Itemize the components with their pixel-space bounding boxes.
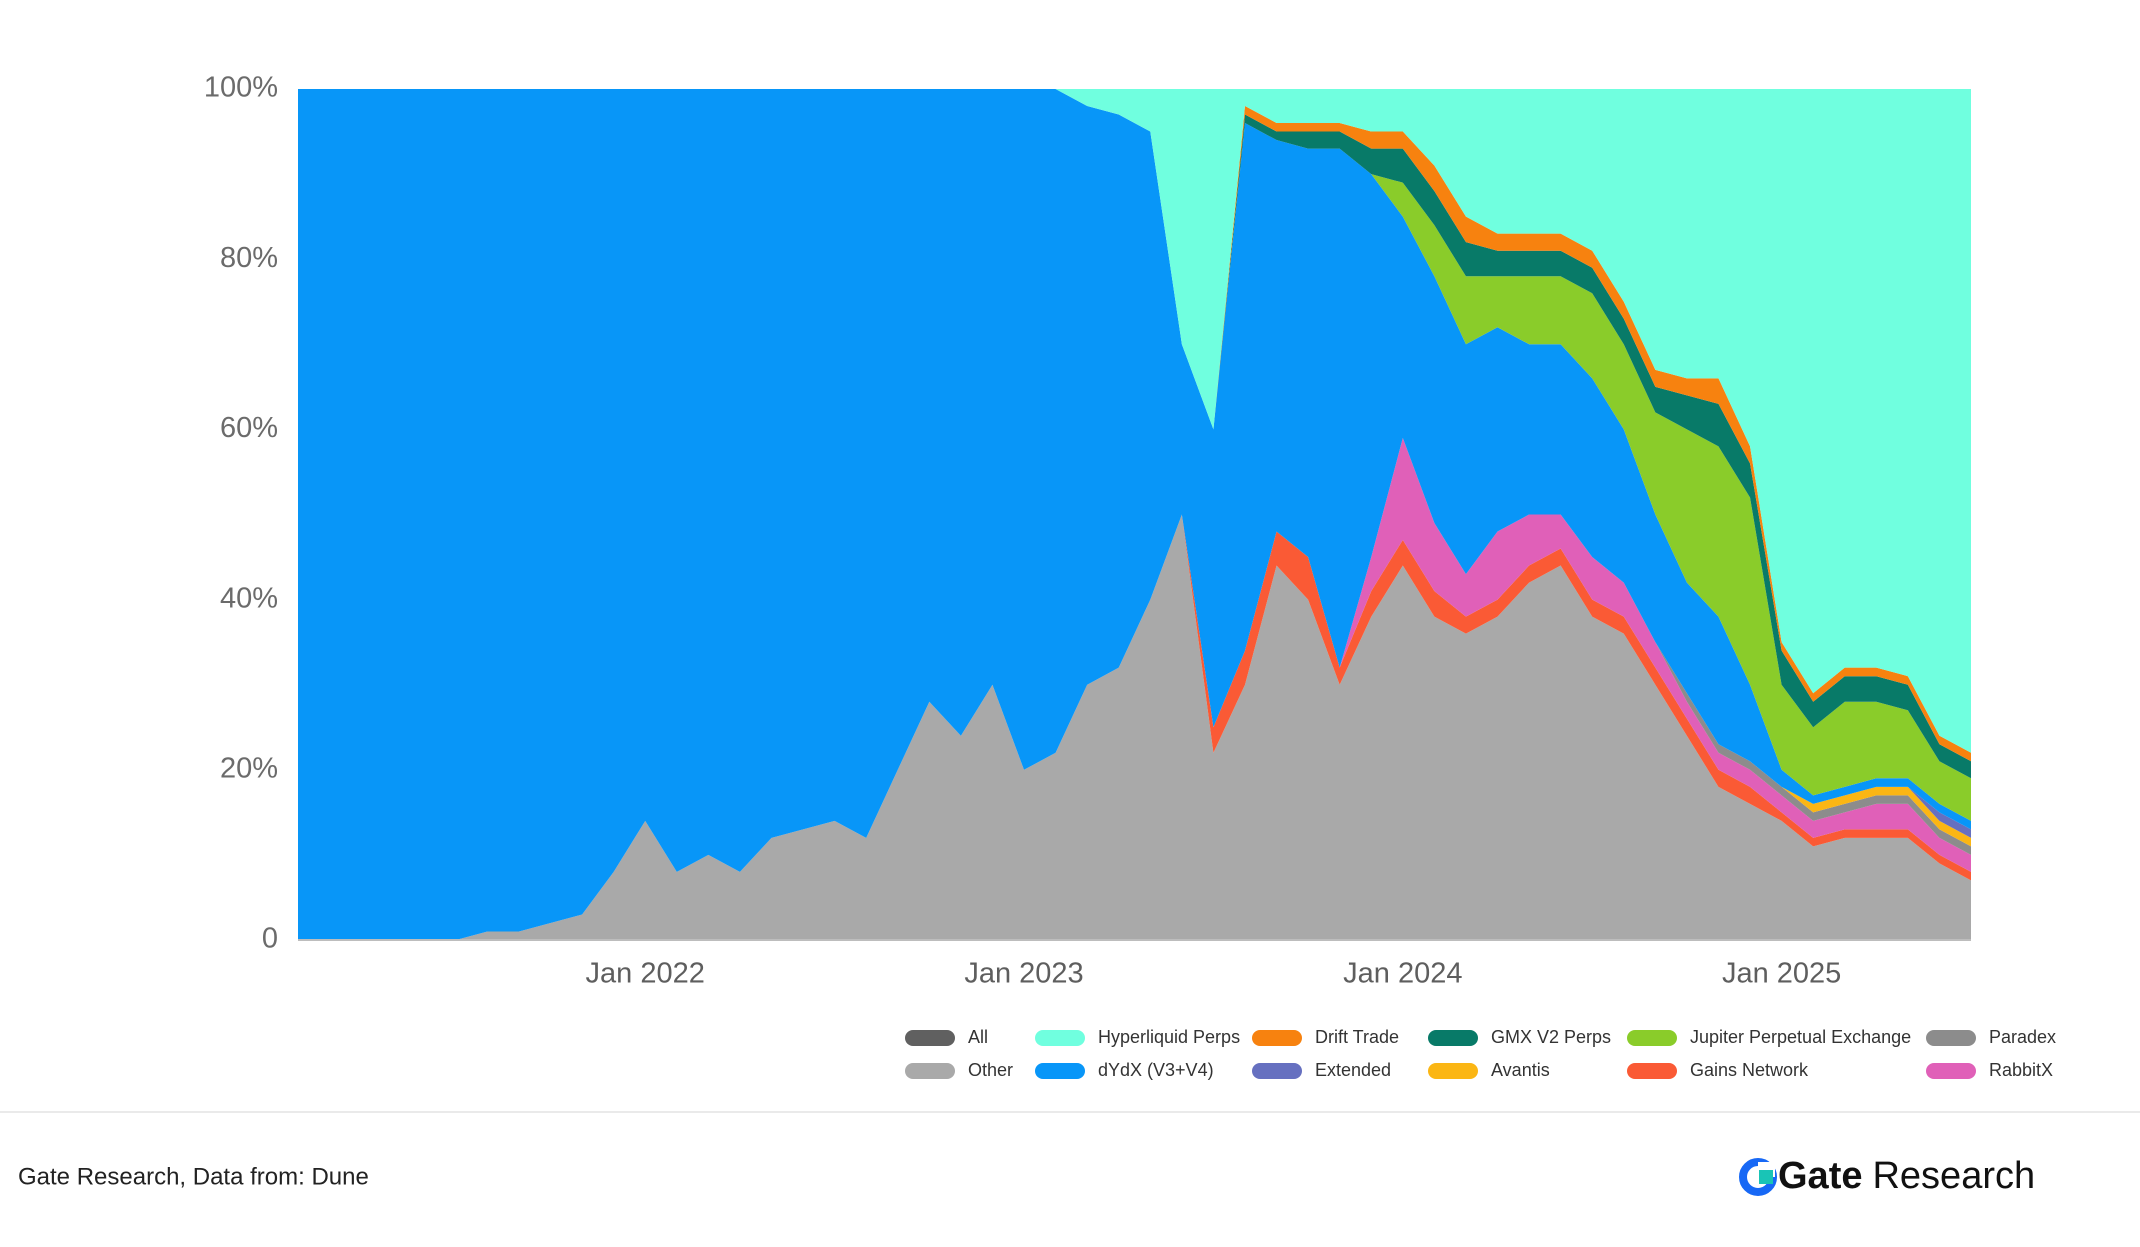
legend-label: RabbitX [1989, 1060, 2053, 1080]
y-tick-label: 60% [220, 412, 278, 444]
logo-suffix: Research [1872, 1155, 2035, 1197]
x-tick-label: Jan 2022 [586, 958, 705, 990]
legend-label: GMX V2 Perps [1491, 1027, 1611, 1047]
legend-swatch [1428, 1030, 1478, 1046]
legend-swatch [1926, 1063, 1976, 1079]
y-tick-label: 40% [220, 582, 278, 614]
x-tick-label: Jan 2025 [1722, 958, 1841, 990]
logo: Gate Research [1739, 1155, 2035, 1197]
legend-swatch [1926, 1030, 1976, 1046]
legend-label: Hyperliquid Perps [1098, 1027, 1240, 1047]
legend-label: Other [968, 1060, 1013, 1080]
logo-brand: Gate [1778, 1155, 1862, 1197]
footer-source: Gate Research, Data from: Dune [18, 1163, 369, 1190]
logo-icon-square [1759, 1170, 1773, 1184]
y-tick-label: 20% [220, 752, 278, 784]
legend-swatch [905, 1063, 955, 1079]
legend-label: Avantis [1491, 1060, 1550, 1080]
legend-swatch [1252, 1063, 1302, 1079]
legend-swatch [1252, 1030, 1302, 1046]
legend-swatch [1627, 1063, 1677, 1079]
area [298, 89, 1971, 940]
y-tick-label: 0 [262, 923, 278, 955]
legend-label: Paradex [1989, 1027, 2056, 1047]
area [298, 89, 1971, 779]
legend-swatch [1627, 1030, 1677, 1046]
legend-swatch [905, 1030, 955, 1046]
y-tick-label: 100% [204, 72, 278, 104]
legend-label: Jupiter Perpetual Exchange [1690, 1027, 1911, 1047]
area [298, 89, 1971, 753]
x-tick-label: Jan 2024 [1343, 958, 1462, 990]
legend-label: Drift Trade [1315, 1027, 1399, 1047]
logo-text: Gate Research [1778, 1155, 2035, 1197]
legend-label: All [968, 1027, 988, 1047]
x-tick-label: Jan 2023 [964, 958, 1083, 990]
legend-swatch [1035, 1063, 1085, 1079]
legend-swatch [1428, 1063, 1478, 1079]
legend-swatch [1035, 1030, 1085, 1046]
area [298, 89, 1971, 821]
legend-label: Extended [1315, 1060, 1391, 1080]
legend-label: dYdX (V3+V4) [1098, 1060, 1214, 1080]
legend-label: Gains Network [1690, 1060, 1809, 1080]
y-tick-label: 80% [220, 242, 278, 274]
plot-area [298, 89, 1971, 940]
area [298, 514, 1971, 940]
